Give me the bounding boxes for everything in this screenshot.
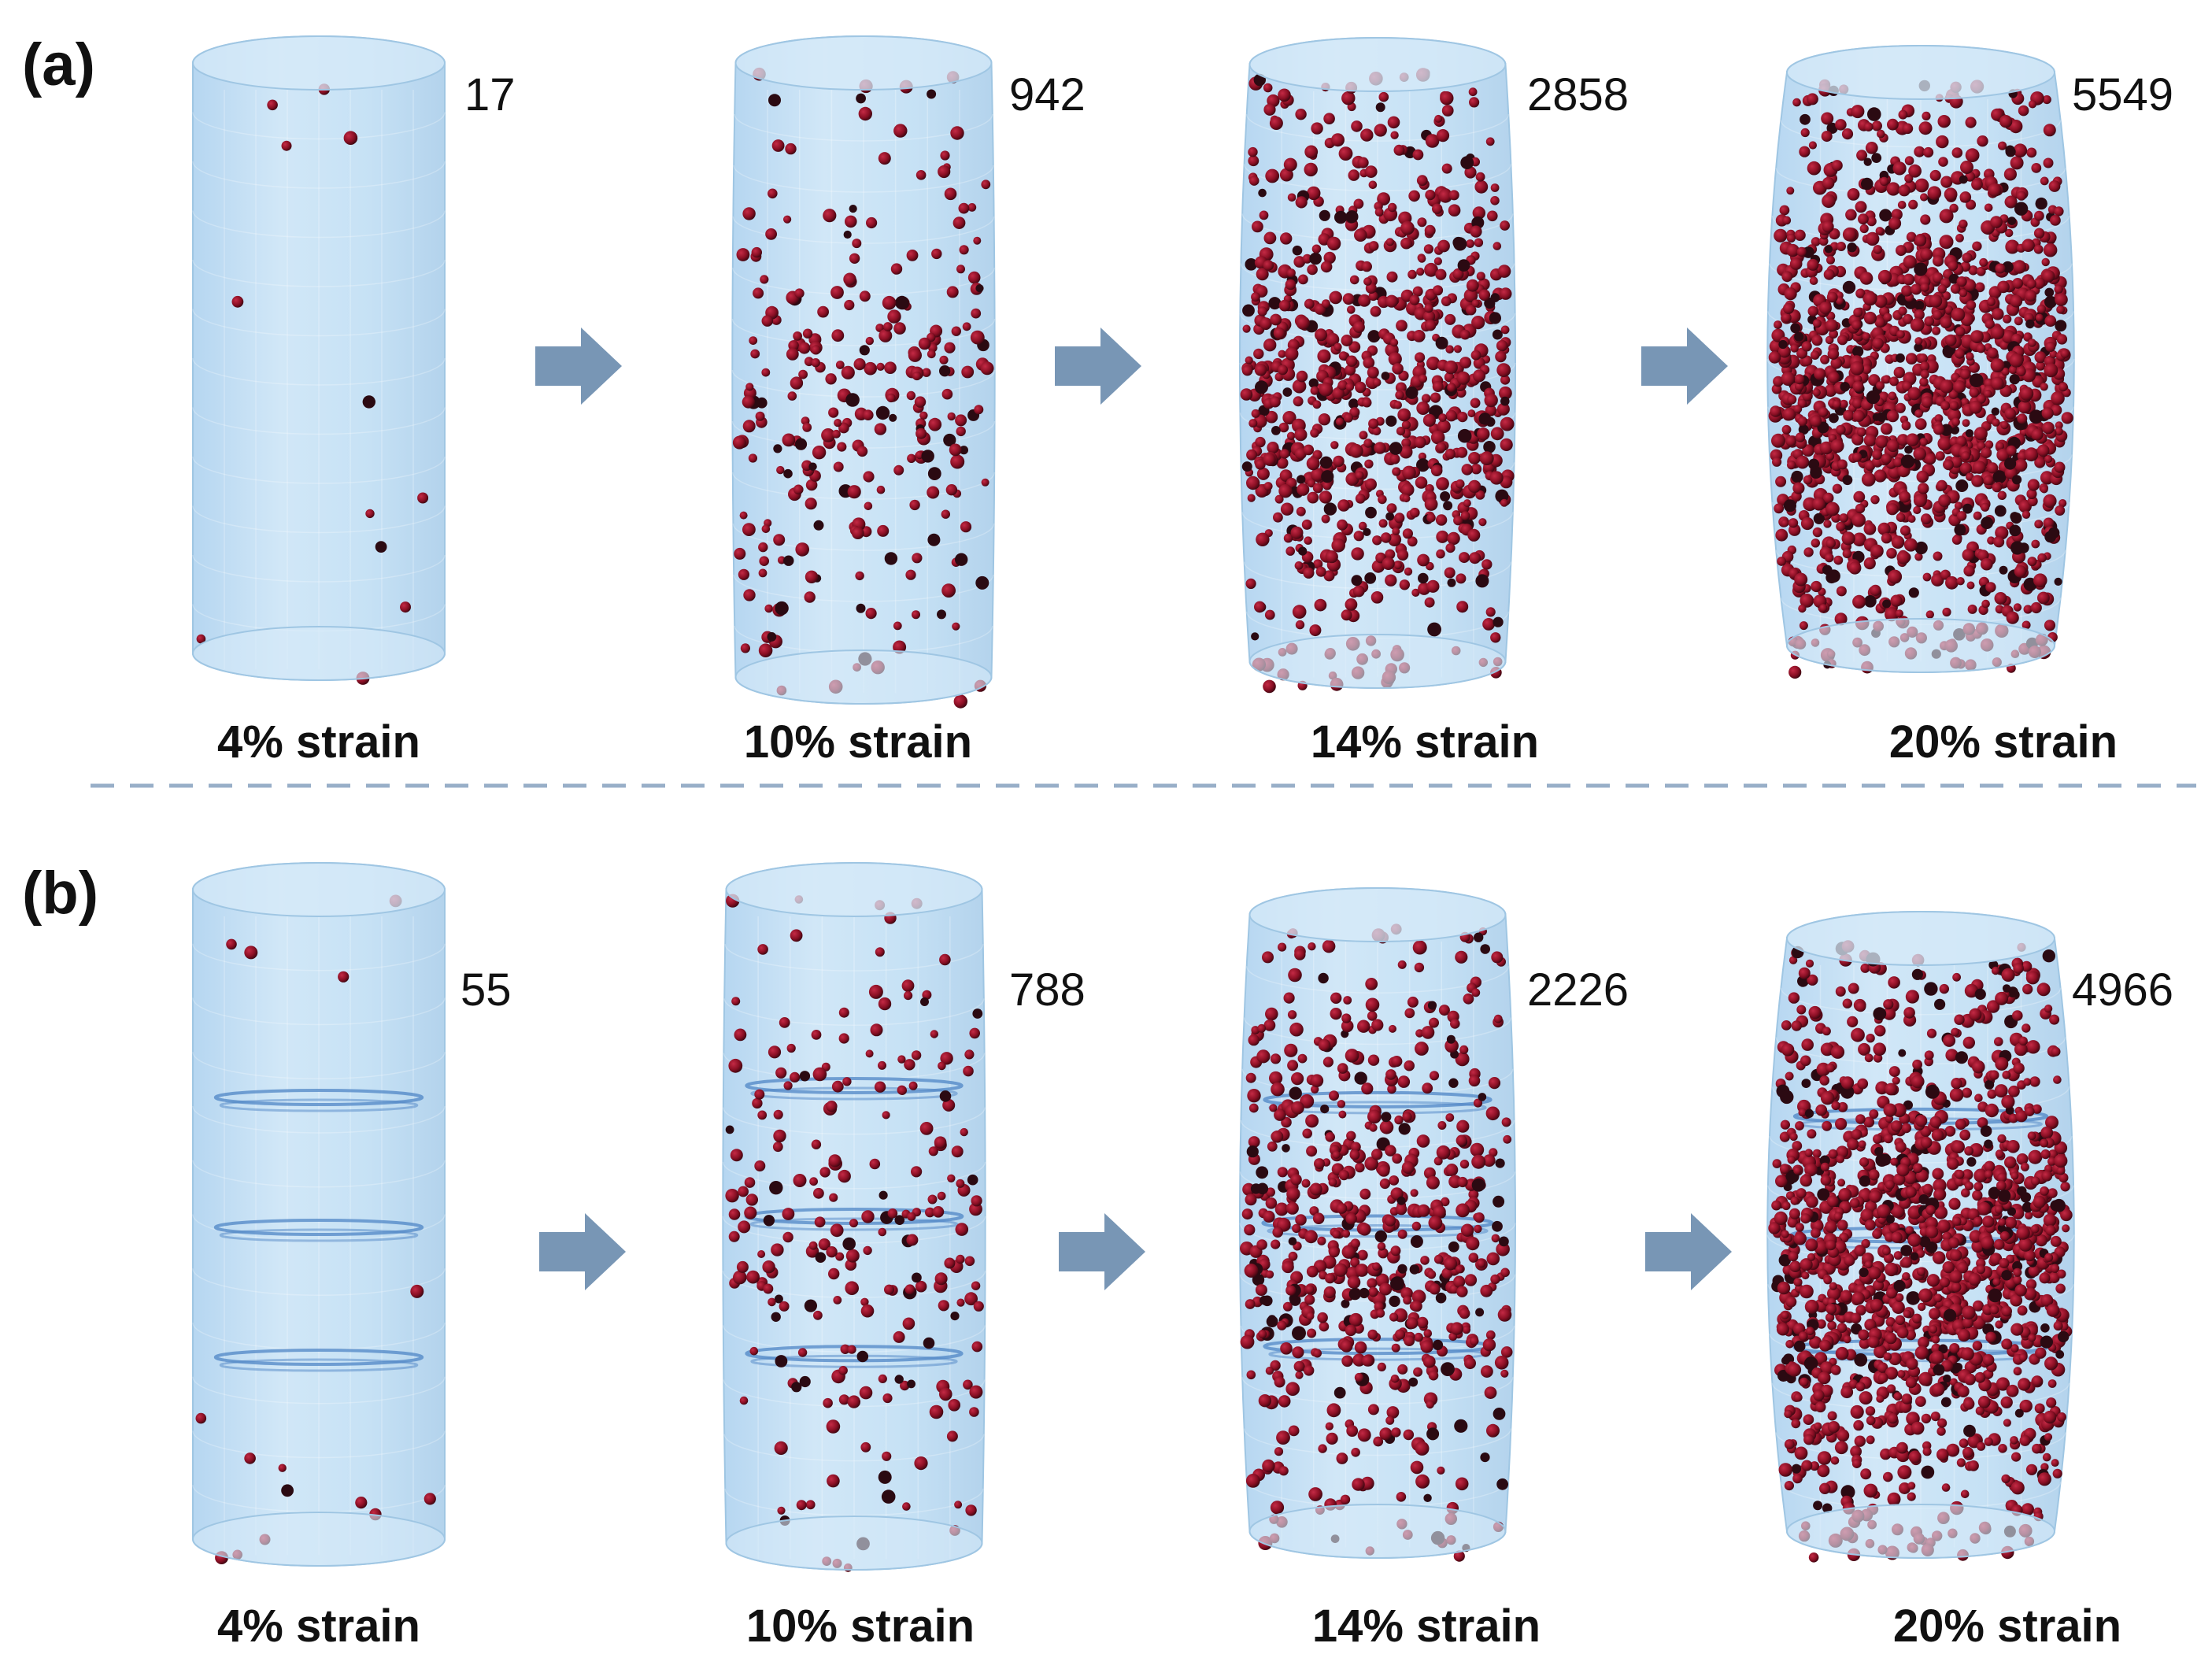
strain-label-b-2: 10% strain bbox=[746, 1601, 975, 1652]
interface-plane bbox=[213, 1089, 424, 1112]
specimen-a-4: 5549 20% strain bbox=[1766, 45, 2173, 768]
arrow-a-1 bbox=[535, 328, 622, 405]
specimen-b-1: 55 4% strain bbox=[191, 862, 512, 1652]
cylinder-top-cap bbox=[1786, 911, 2055, 966]
cylinder-b-3 bbox=[1239, 887, 1516, 1562]
cylinder-b-2 bbox=[722, 862, 986, 1572]
defect-count-a-2: 942 bbox=[1009, 69, 1086, 120]
arrow-a-2 bbox=[1055, 328, 1141, 405]
cylinder-mesh bbox=[192, 90, 446, 670]
cylinder-top-cap bbox=[734, 35, 993, 91]
right-arrow-icon bbox=[1055, 328, 1141, 405]
arrow-b-2 bbox=[1059, 1213, 1145, 1290]
panel-a: (a) 17 4% strain 942 10% strain 2858 14% bbox=[22, 31, 2173, 768]
strain-label-a-2: 10% strain bbox=[744, 716, 972, 768]
arrow-b-3 bbox=[1645, 1213, 1732, 1290]
cylinder-a-4 bbox=[1766, 45, 2075, 679]
cylinder-bottom-cap bbox=[1248, 634, 1507, 689]
interface-plane bbox=[745, 1077, 964, 1101]
defect-count-a-1: 17 bbox=[464, 69, 516, 120]
defect-particles bbox=[1768, 79, 2073, 679]
cylinder-bottom-cap bbox=[734, 649, 993, 705]
cylinder-b-1 bbox=[191, 862, 446, 1567]
panel-b-label: (b) bbox=[22, 860, 98, 927]
specimen-a-3: 2858 14% strain bbox=[1239, 37, 1629, 768]
defect-count-a-3: 2858 bbox=[1527, 69, 1629, 120]
defect-particles bbox=[1240, 923, 1513, 1562]
cylinder-a-3 bbox=[1239, 37, 1516, 694]
cylinder-bottom-cap bbox=[1248, 1504, 1507, 1559]
panel-a-label: (a) bbox=[22, 31, 95, 98]
strain-label-a-3: 14% strain bbox=[1311, 716, 1539, 768]
right-arrow-icon bbox=[1059, 1213, 1145, 1290]
specimen-a-2: 942 10% strain bbox=[731, 35, 1086, 768]
cylinder-top-cap bbox=[1786, 45, 2055, 100]
cylinder-b-4 bbox=[1766, 911, 2075, 1563]
strain-label-a-4: 20% strain bbox=[1889, 716, 2118, 768]
defect-particles bbox=[1768, 940, 2073, 1563]
specimen-a-1: 17 4% strain bbox=[191, 35, 516, 768]
panel-b: (b) 55 4% strain 788 10% strain 2226 14% bbox=[22, 860, 2173, 1652]
cylinder-bottom-cap bbox=[1786, 618, 2055, 673]
interface-plane bbox=[213, 1219, 424, 1242]
cylinder-top-cap bbox=[725, 862, 983, 917]
cylinder-bottom-cap bbox=[1786, 1504, 2055, 1559]
cylinder-a-2 bbox=[731, 35, 996, 709]
right-arrow-icon bbox=[539, 1213, 626, 1290]
specimen-b-4: 4966 20% strain bbox=[1766, 911, 2173, 1652]
cylinder-bottom-cap bbox=[192, 626, 446, 681]
arrow-a-3 bbox=[1641, 328, 1728, 405]
interface-plane bbox=[213, 1349, 424, 1372]
arrow-b-1 bbox=[539, 1213, 626, 1290]
defect-count-a-4: 5549 bbox=[2072, 69, 2173, 120]
defect-count-b-2: 788 bbox=[1009, 964, 1086, 1016]
specimen-b-2: 788 10% strain bbox=[722, 862, 1086, 1652]
cylinder-top-cap bbox=[1248, 887, 1507, 942]
defect-count-b-1: 55 bbox=[461, 964, 512, 1016]
cylinder-top-cap bbox=[192, 35, 446, 91]
strain-label-b-1: 4% strain bbox=[217, 1601, 420, 1652]
cylinder-top-cap bbox=[192, 862, 446, 917]
defect-count-b-3: 2226 bbox=[1527, 964, 1629, 1016]
right-arrow-icon bbox=[535, 328, 622, 405]
cylinder-top-cap bbox=[1248, 37, 1507, 92]
strain-label-a-1: 4% strain bbox=[217, 716, 420, 768]
right-arrow-icon bbox=[1645, 1213, 1732, 1290]
cylinder-a-1 bbox=[191, 35, 446, 685]
right-arrow-icon bbox=[1641, 328, 1728, 405]
cylinder-bottom-cap bbox=[192, 1512, 446, 1567]
specimen-b-3: 2226 14% strain bbox=[1239, 887, 1629, 1652]
cylinder-bottom-cap bbox=[725, 1515, 983, 1571]
strain-label-b-4: 20% strain bbox=[1893, 1601, 2121, 1652]
strain-label-b-3: 14% strain bbox=[1312, 1601, 1541, 1652]
defect-count-b-4: 4966 bbox=[2072, 964, 2173, 1016]
